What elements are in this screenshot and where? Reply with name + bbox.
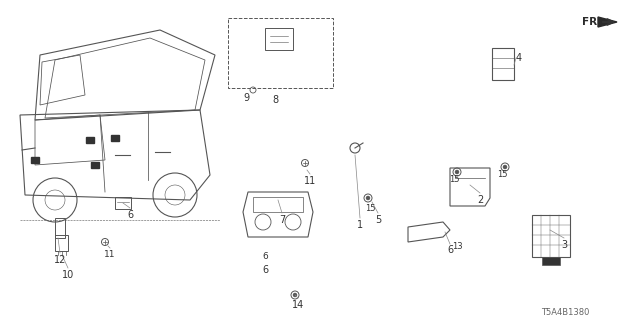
Polygon shape <box>598 17 617 27</box>
Text: 15: 15 <box>365 204 375 213</box>
Text: 2: 2 <box>477 195 483 205</box>
Bar <box>55 235 68 251</box>
Text: 11: 11 <box>104 250 116 259</box>
Text: FR.: FR. <box>582 17 602 27</box>
Text: 6: 6 <box>127 210 133 220</box>
Text: 1: 1 <box>357 220 363 230</box>
Text: T5A4B1380: T5A4B1380 <box>541 308 589 317</box>
Text: 4: 4 <box>516 53 522 63</box>
Text: 6: 6 <box>262 252 268 261</box>
Bar <box>111 135 119 141</box>
Text: 15: 15 <box>449 175 460 184</box>
Circle shape <box>293 293 297 297</box>
Text: 11: 11 <box>304 176 316 186</box>
Circle shape <box>366 196 370 200</box>
Text: 6: 6 <box>447 245 453 255</box>
Bar <box>86 137 94 143</box>
Text: 5: 5 <box>375 215 381 225</box>
Bar <box>492 48 514 80</box>
Bar <box>91 162 99 168</box>
Text: 7: 7 <box>279 215 285 225</box>
Text: 3: 3 <box>561 240 567 250</box>
Text: 14: 14 <box>292 300 304 310</box>
Bar <box>253 197 303 212</box>
Text: 13: 13 <box>452 242 463 251</box>
Bar <box>115 197 131 209</box>
Bar <box>55 218 65 238</box>
Text: 8: 8 <box>272 95 278 105</box>
Text: 9: 9 <box>243 93 249 103</box>
Bar <box>228 18 333 88</box>
Bar <box>265 28 293 50</box>
Circle shape <box>455 170 459 174</box>
Text: 10: 10 <box>62 270 74 280</box>
Text: 6: 6 <box>262 265 268 275</box>
Text: 15: 15 <box>497 170 508 179</box>
Circle shape <box>503 165 507 169</box>
Bar <box>542 257 560 265</box>
Bar <box>532 215 570 257</box>
Text: 12: 12 <box>54 255 66 265</box>
Bar <box>31 157 39 163</box>
